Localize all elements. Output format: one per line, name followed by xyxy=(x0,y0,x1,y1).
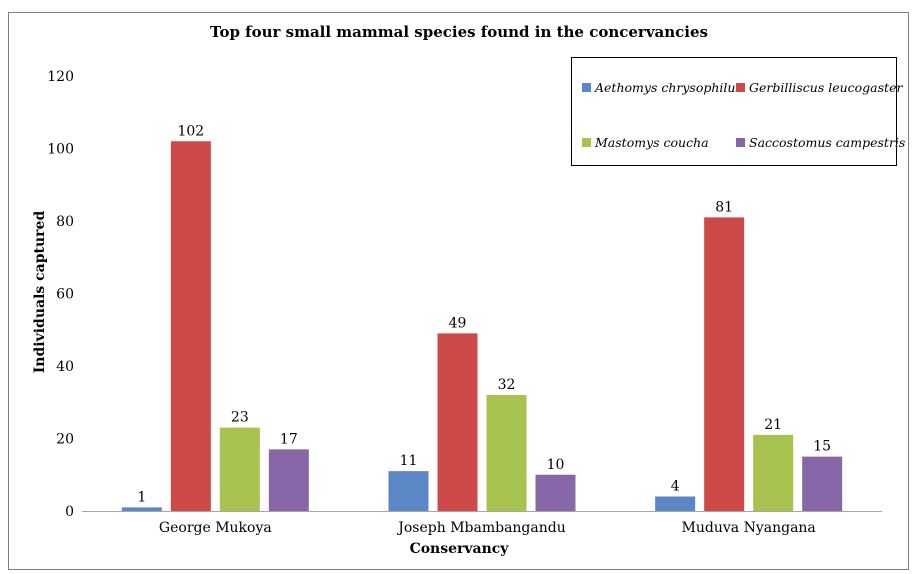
chart-title: Top four small mammal species found in t… xyxy=(210,23,708,41)
x-tick-label: George Mukoya xyxy=(159,520,272,536)
bar-saccostomus-campestris-george-mukoya xyxy=(268,449,309,511)
bar-gerbilliscus-leucogaster-muduva-nyangana xyxy=(704,217,745,511)
legend: Aethomys chrysophilus Gerbilliscus leuco… xyxy=(571,57,905,166)
legend-swatch xyxy=(736,83,745,92)
y-tick-label: 0 xyxy=(65,504,74,520)
bar-mastomys-coucha-joseph-mbambangandu xyxy=(486,395,527,511)
data-label: 10 xyxy=(547,457,565,473)
y-tick-label: 20 xyxy=(56,432,74,448)
legend-item-aethomys-chrysophilus: Aethomys chrysophilus xyxy=(582,80,742,95)
data-label: 23 xyxy=(231,410,249,426)
bar-gerbilliscus-leucogaster-joseph-mbambangandu xyxy=(437,333,478,511)
bar-gerbilliscus-leucogaster-george-mukoya xyxy=(170,141,211,511)
data-label: 15 xyxy=(813,439,831,455)
legend-item-gerbilliscus-leucogaster: Gerbilliscus leucogaster xyxy=(736,80,902,95)
data-label: 11 xyxy=(400,453,418,469)
x-axis-title: Conservancy xyxy=(409,541,509,557)
data-label: 81 xyxy=(715,199,733,215)
y-tick-label: 100 xyxy=(47,142,74,158)
legend-label: Aethomys chrysophilus xyxy=(595,80,742,95)
legend-swatch xyxy=(582,138,591,147)
y-tick-label: 40 xyxy=(56,359,74,375)
data-label: 102 xyxy=(177,123,204,139)
legend-swatch xyxy=(736,138,745,147)
data-label: 17 xyxy=(280,431,298,447)
legend-label: Saccostomus campestris xyxy=(749,135,906,150)
y-tick-label: 120 xyxy=(47,69,74,85)
bar-aethomys-chrysophilus-muduva-nyangana xyxy=(655,496,696,511)
bar-mastomys-coucha-george-mukoya xyxy=(219,427,260,511)
legend-item-mastomys-coucha: Mastomys coucha xyxy=(582,135,709,150)
bar-aethomys-chrysophilus-joseph-mbambangandu xyxy=(388,471,429,511)
legend-item-saccostomus-campestris: Saccostomus campestris xyxy=(736,135,905,150)
bar-saccostomus-campestris-muduva-nyangana xyxy=(802,456,843,511)
bar-mastomys-coucha-muduva-nyangana xyxy=(753,434,794,511)
y-tick-label: 80 xyxy=(56,214,74,230)
y-tick-label: 60 xyxy=(56,287,74,303)
data-label: 1 xyxy=(137,489,146,505)
bar-aethomys-chrysophilus-george-mukoya xyxy=(121,507,162,511)
data-label: 21 xyxy=(764,417,782,433)
legend-swatch xyxy=(582,83,591,92)
data-label: 4 xyxy=(671,479,680,495)
legend-label: Gerbilliscus leucogaster xyxy=(749,80,903,95)
legend-label: Mastomys coucha xyxy=(595,135,709,150)
x-tick-label: Joseph Mbambangandu xyxy=(396,520,566,536)
bar-saccostomus-campestris-joseph-mbambangandu xyxy=(535,474,576,511)
data-label: 32 xyxy=(498,377,516,393)
data-label: 49 xyxy=(449,315,467,331)
x-tick-label: Muduva Nyangana xyxy=(682,520,816,536)
